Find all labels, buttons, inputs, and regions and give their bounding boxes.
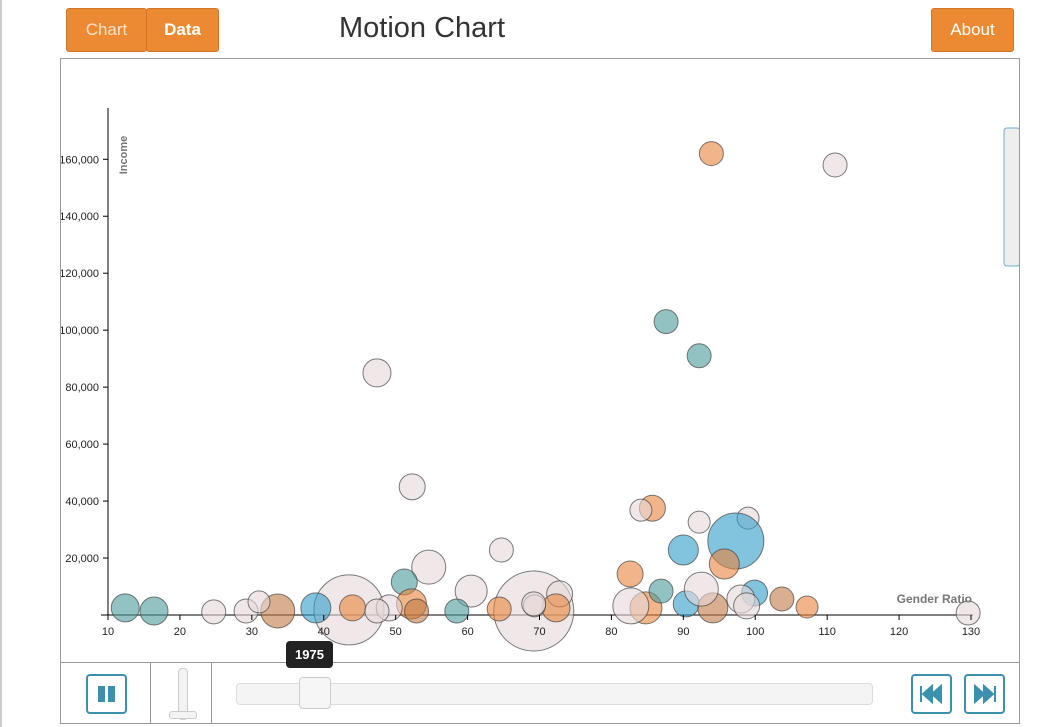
x-tick-label: 60	[461, 626, 473, 638]
bubble	[653, 309, 679, 335]
title: Motion Chart	[339, 12, 506, 44]
x-tick-label: 40	[318, 626, 330, 638]
bubble	[300, 592, 332, 624]
y-tick-label: 40,000	[65, 496, 99, 508]
bubble	[486, 596, 512, 622]
bubble	[683, 571, 719, 607]
side-panel-tab[interactable]	[1003, 127, 1020, 267]
speed-slider[interactable]	[178, 668, 188, 720]
bubble	[541, 593, 571, 623]
bubble	[398, 473, 426, 501]
bubble	[110, 593, 140, 623]
bubble	[404, 598, 430, 624]
bubble	[822, 152, 848, 178]
bubble	[629, 498, 653, 522]
rewind-button[interactable]	[911, 674, 952, 714]
y-tick-label: 80,000	[65, 382, 99, 394]
bubble	[733, 592, 761, 620]
speed-handle[interactable]	[169, 711, 197, 719]
bubble	[454, 574, 488, 608]
chart: Income Gender Ratio 10 20 30 40 50 60 70 80 90 10…	[60, 58, 1020, 663]
forward-button[interactable]	[964, 674, 1005, 714]
y-tick-label: 120,000	[60, 268, 99, 280]
x-tick-label: 50	[390, 626, 402, 638]
bubble	[339, 594, 367, 622]
bubble	[247, 590, 271, 614]
y-tick-label: 160,000	[60, 154, 99, 166]
bubble	[955, 600, 981, 626]
controls	[60, 662, 1020, 724]
y-tick-label: 100,000	[60, 325, 99, 337]
y-tick-label: 140,000	[60, 211, 99, 223]
pause-button[interactable]	[86, 674, 127, 714]
bubble	[616, 560, 644, 588]
chart-tab[interactable]: Chart	[66, 8, 147, 52]
left-edge	[0, 0, 2, 727]
bubble	[769, 586, 795, 612]
x-tick-label: 70	[533, 626, 545, 638]
year-tooltip: 1975	[286, 641, 333, 668]
bubble	[139, 596, 169, 626]
rewind-icon	[920, 683, 942, 705]
divider	[150, 663, 151, 723]
x-tick-label: 120	[890, 626, 908, 638]
bubble	[686, 343, 712, 369]
bubble	[411, 549, 447, 585]
x-tick-label: 90	[677, 626, 689, 638]
time-slider[interactable]	[236, 683, 873, 705]
bubble	[444, 598, 470, 624]
about-button[interactable]: About	[931, 8, 1014, 52]
x-tick-label: 30	[246, 626, 258, 638]
bubble	[708, 548, 740, 580]
bubble	[667, 534, 699, 566]
bubble	[201, 599, 227, 625]
y-axis-label: Income	[118, 136, 130, 175]
x-tick-label: 10	[102, 626, 114, 638]
bubble	[795, 595, 819, 619]
forward-icon	[974, 683, 996, 705]
bubble	[521, 591, 547, 617]
bubble	[648, 578, 674, 604]
bubble	[612, 587, 650, 625]
bubble	[364, 598, 390, 624]
time-handle[interactable]	[299, 677, 331, 709]
divider	[211, 663, 212, 723]
bubble	[687, 510, 711, 534]
y-tick-label: 60,000	[65, 439, 99, 451]
x-tick-label: 80	[605, 626, 617, 638]
x-tick-label: 130	[962, 626, 980, 638]
x-tick-label: 20	[174, 626, 186, 638]
data-tab[interactable]: Data	[146, 8, 219, 52]
x-tick-label: 100	[746, 626, 764, 638]
bubble	[698, 141, 724, 167]
bubble	[488, 537, 514, 563]
y-tick-label: 20,000	[65, 553, 99, 565]
x-axis-label: Gender Ratio	[897, 592, 972, 606]
x-tick-label: 110	[818, 626, 836, 638]
bubble	[362, 358, 392, 388]
